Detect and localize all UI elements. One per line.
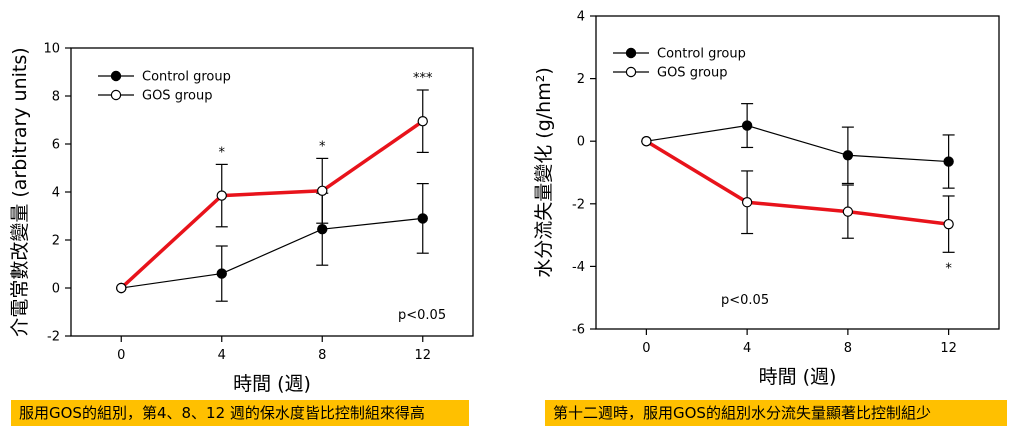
p-value-label: p<0.05 bbox=[398, 308, 446, 323]
y-tick-label: -6 bbox=[572, 323, 585, 338]
significance-marker: *** bbox=[413, 71, 433, 86]
right-chart-panel: -6 -4 -2 0 2 4 0 4 8 12 時間 (週) 水分流失量變化 (g/hm²) * p<0.… bbox=[510, 0, 1024, 433]
legend-label: Control group bbox=[142, 70, 231, 85]
x-tick-label: 12 bbox=[414, 348, 431, 363]
series-line-control bbox=[646, 124, 949, 163]
x-axis-title: 時間 (週) bbox=[759, 366, 837, 388]
gos-data-point bbox=[317, 185, 328, 196]
right-chart: -6 -4 -2 0 2 4 0 4 8 12 時間 (週) 水分流失量變化 (g/hm²) * p<0.… bbox=[533, 10, 1000, 388]
control-data-point bbox=[216, 268, 227, 279]
y-tick-label: 0 bbox=[577, 135, 585, 150]
left-chart-panel: -2 0 2 4 6 8 10 0 4 8 12 時間 (週) 介電常數改變量 (arbitrary u… bbox=[0, 0, 500, 433]
y-tick-label: 4 bbox=[52, 186, 60, 201]
right-chart-caption: 第十二週時，服用GOS的組別水分流失量顯著比控制組少 bbox=[545, 400, 1007, 426]
gos-data-point bbox=[216, 190, 227, 201]
legend-label: GOS group bbox=[142, 89, 212, 104]
legend-marker bbox=[110, 70, 122, 82]
p-value-label: p<0.05 bbox=[721, 293, 769, 308]
y-tick-label: -2 bbox=[572, 197, 585, 212]
control-data-point bbox=[741, 120, 753, 131]
legend-marker bbox=[110, 89, 122, 101]
series-line-control bbox=[121, 217, 423, 289]
y-tick-label: -2 bbox=[47, 330, 60, 345]
y-tick-label: 6 bbox=[52, 138, 60, 153]
significance-marker: * bbox=[319, 139, 326, 154]
legend-marker bbox=[625, 47, 637, 59]
gos-data-point bbox=[741, 197, 753, 208]
y-tick-label: 10 bbox=[43, 42, 60, 57]
control-data-point bbox=[417, 213, 428, 224]
x-tick-label: 0 bbox=[642, 341, 650, 356]
y-tick-label: -4 bbox=[572, 260, 585, 275]
y-tick-label: 4 bbox=[577, 10, 585, 25]
x-tick-label: 8 bbox=[318, 348, 326, 363]
y-tick-label: 2 bbox=[52, 234, 60, 249]
y-axis-title: 水分流失量變化 (g/hm²) bbox=[533, 67, 555, 278]
x-tick-label: 4 bbox=[743, 341, 751, 356]
x-tick-label: 12 bbox=[940, 341, 957, 356]
y-tick-label: 2 bbox=[577, 72, 585, 87]
control-data-point bbox=[317, 223, 328, 235]
y-tick-label: 0 bbox=[52, 282, 60, 297]
y-axis-title: 介電常數改變量 (arbitrary units) bbox=[9, 47, 31, 336]
gos-data-point bbox=[943, 218, 954, 230]
y-tick-label: 8 bbox=[52, 90, 60, 105]
x-axis-title: 時間 (週) bbox=[233, 373, 311, 395]
gos-data-point bbox=[417, 115, 428, 127]
x-tick-label: 8 bbox=[844, 341, 852, 356]
gos-data-point bbox=[842, 206, 854, 217]
plot-frame bbox=[595, 15, 1000, 330]
x-tick-label: 0 bbox=[117, 348, 125, 363]
control-data-point bbox=[943, 156, 954, 167]
series-line-gos bbox=[120, 119, 424, 290]
series-line-gos bbox=[645, 139, 949, 226]
x-tick-label: 4 bbox=[218, 348, 226, 363]
control-data-point bbox=[842, 150, 854, 161]
significance-marker: * bbox=[945, 261, 952, 276]
legend-marker bbox=[625, 66, 637, 78]
significance-marker: * bbox=[219, 145, 226, 160]
legend-label: Control group bbox=[657, 47, 746, 62]
gos-data-point bbox=[116, 282, 127, 294]
left-chart: -2 0 2 4 6 8 10 0 4 8 12 時間 (週) 介電常數改變量 (arbitrary u… bbox=[9, 42, 474, 395]
left-chart-caption: 服用GOS的組別，第4、8、12 週的保水度皆比控制組來得高 bbox=[11, 400, 469, 426]
gos-data-point bbox=[641, 135, 652, 147]
legend-label: GOS group bbox=[657, 66, 727, 81]
